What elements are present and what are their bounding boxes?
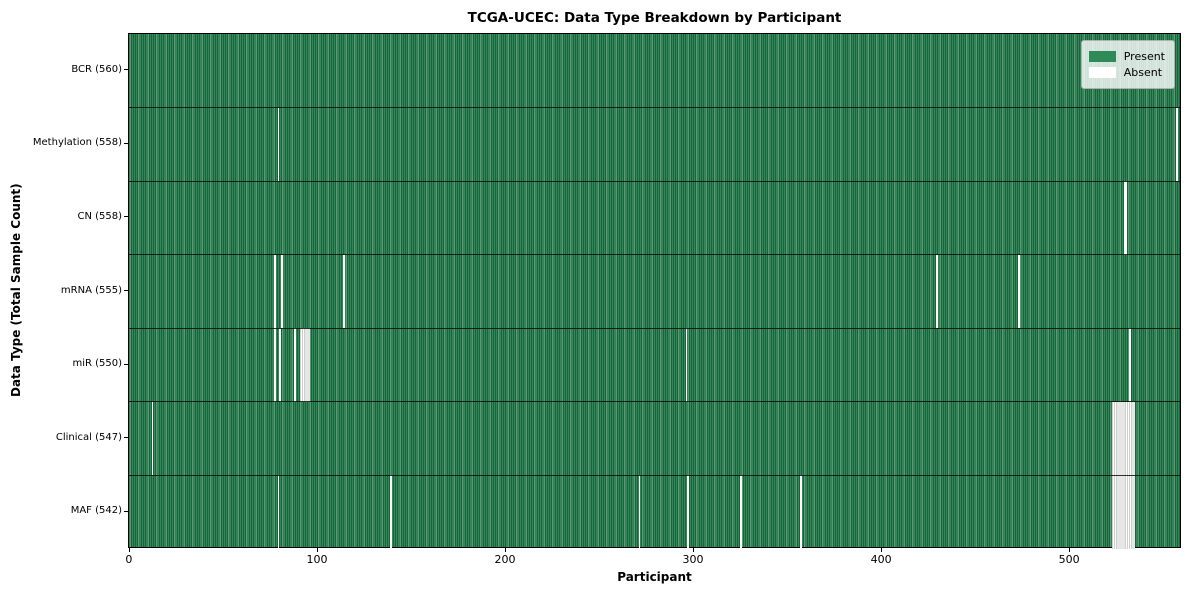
y-tick-mark-CN — [124, 216, 128, 218]
legend-entry-absent: Absent — [1088, 66, 1165, 79]
absent-gap-MAF-523 — [1112, 475, 1135, 549]
absent-gap-miR-91 — [300, 328, 310, 402]
legend-entry-present: Present — [1088, 50, 1165, 63]
heatmap-row-BCR — [129, 34, 1180, 108]
heatmap-row-CN — [129, 181, 1180, 255]
absent-gap-mRNA-77 — [273, 254, 276, 329]
y-tick-label-Clinical: Clinical (547) — [55, 431, 122, 443]
legend-label-absent: Absent — [1123, 66, 1163, 79]
x-tick-mark-100 — [317, 548, 318, 552]
absent-gap-MAF-357 — [800, 475, 803, 549]
absent-gap-mRNA-429 — [935, 254, 938, 329]
row-separator-2 — [129, 180, 1180, 182]
absent-gap-miR-77 — [273, 328, 276, 402]
absent-gap-MAF-139 — [390, 475, 393, 549]
absent-gap-Methylation-79 — [277, 107, 280, 182]
y-tick-mark-mRNA — [124, 290, 128, 291]
row-separator-3 — [129, 254, 1180, 256]
heatmap-row-Methylation — [129, 107, 1180, 182]
present-color-swatch — [1088, 51, 1116, 62]
y-tick-mark-BCR — [124, 69, 128, 71]
absent-gap-mRNA-81 — [281, 254, 284, 329]
absent-gap-MAF-271 — [638, 475, 641, 549]
x-tick-label-100: 100 — [306, 553, 328, 566]
absent-gap-mRNA-114 — [343, 254, 346, 329]
absent-gap-mRNA-473 — [1018, 254, 1021, 329]
absent-color-swatch — [1088, 67, 1116, 78]
x-tick-mark-500 — [1069, 548, 1071, 552]
x-tick-mark-400 — [881, 548, 883, 552]
row-separator-5 — [129, 401, 1180, 403]
y-tick-label-Methylation: Methylation (558) — [32, 137, 122, 149]
x-tick-mark-0 — [128, 548, 130, 552]
y-tick-mark-MAF — [124, 510, 128, 512]
absent-gap-MAF-297 — [687, 475, 690, 549]
absent-gap-miR-80 — [279, 328, 282, 402]
x-axis-label: Participant — [617, 570, 692, 584]
y-tick-label-mRNA: mRNA (555) — [60, 284, 122, 296]
y-tick-mark-Clinical — [124, 437, 128, 439]
absent-gap-miR-296 — [685, 328, 688, 402]
y-tick-label-miR: miR (550) — [72, 358, 122, 370]
y-tick-mark-miR — [124, 363, 128, 365]
heatmap-row-Clinical — [129, 401, 1180, 476]
chart-title: TCGA-UCEC: Data Type Breakdown by Partic… — [467, 10, 842, 26]
y-tick-label-BCR: BCR (560) — [71, 63, 122, 75]
row-separator-4 — [129, 327, 1180, 329]
legend-box: Present Absent — [1080, 40, 1175, 89]
x-tick-label-300: 300 — [682, 553, 704, 566]
heatmap-row-MAF — [129, 475, 1180, 549]
y-tick-label-MAF: MAF (542) — [70, 505, 122, 517]
absent-gap-Clinical-12 — [151, 401, 154, 476]
row-separator-1 — [129, 107, 1180, 109]
x-tick-label-200: 200 — [494, 553, 516, 566]
absent-gap-MAF-79 — [277, 475, 280, 549]
legend-label-present: Present — [1123, 50, 1165, 63]
heatmap-plot-area: Present Absent — [128, 33, 1181, 549]
y-tick-label-CN: CN (558) — [77, 210, 122, 222]
absent-gap-Clinical-523 — [1112, 401, 1135, 476]
heatmap-row-mRNA — [129, 254, 1180, 329]
absent-gap-CN-529 — [1123, 181, 1128, 255]
absent-gap-Methylation-557 — [1176, 107, 1179, 182]
x-tick-label-500: 500 — [1058, 553, 1080, 566]
heatmap-row-miR — [129, 328, 1180, 402]
absent-gap-MAF-325 — [740, 475, 742, 549]
x-tick-label-400: 400 — [870, 553, 892, 566]
row-separator-6 — [129, 474, 1180, 476]
x-tick-label-0: 0 — [125, 553, 133, 566]
absent-gap-miR-88 — [294, 328, 297, 402]
x-tick-mark-300 — [693, 548, 694, 552]
absent-gap-miR-532 — [1129, 328, 1132, 402]
x-tick-mark-200 — [505, 548, 506, 552]
y-tick-mark-Methylation — [124, 142, 128, 144]
